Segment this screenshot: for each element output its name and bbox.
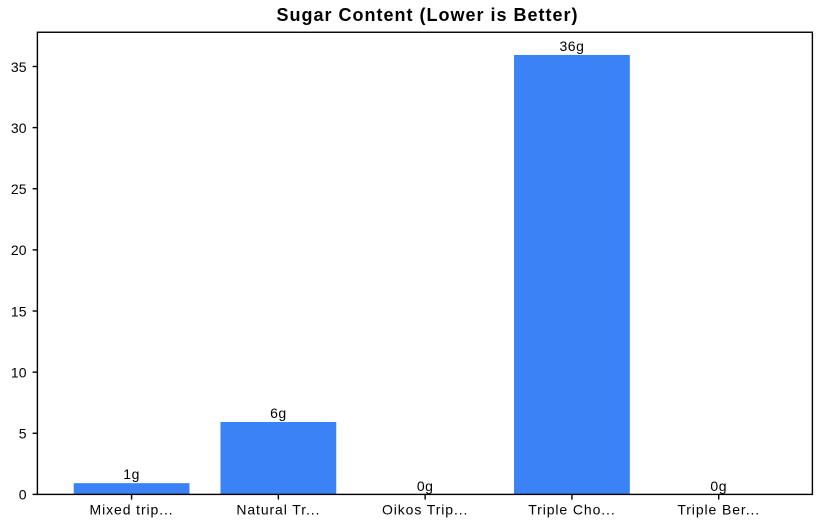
svg-text:25: 25 — [11, 181, 27, 197]
svg-text:Triple Cho...: Triple Cho... — [528, 502, 615, 518]
svg-text:10: 10 — [11, 364, 27, 380]
svg-text:6g: 6g — [270, 405, 287, 421]
svg-text:36g: 36g — [560, 38, 585, 54]
svg-text:Mixed trip...: Mixed trip... — [90, 502, 174, 518]
svg-text:0g: 0g — [417, 478, 434, 494]
svg-text:0: 0 — [19, 487, 27, 503]
svg-text:1g: 1g — [123, 466, 140, 482]
svg-text:Oikos Trip...: Oikos Trip... — [382, 502, 468, 518]
svg-text:15: 15 — [11, 303, 27, 319]
svg-text:20: 20 — [11, 242, 27, 258]
svg-text:Sugar Content (Lower is Better: Sugar Content (Lower is Better) — [277, 5, 579, 25]
svg-text:Triple Ber...: Triple Ber... — [677, 502, 760, 518]
svg-text:30: 30 — [11, 120, 27, 136]
svg-text:Natural Tr...: Natural Tr... — [236, 502, 320, 518]
svg-text:35: 35 — [11, 59, 27, 75]
svg-text:0g: 0g — [710, 478, 727, 494]
svg-text:5: 5 — [19, 426, 27, 442]
